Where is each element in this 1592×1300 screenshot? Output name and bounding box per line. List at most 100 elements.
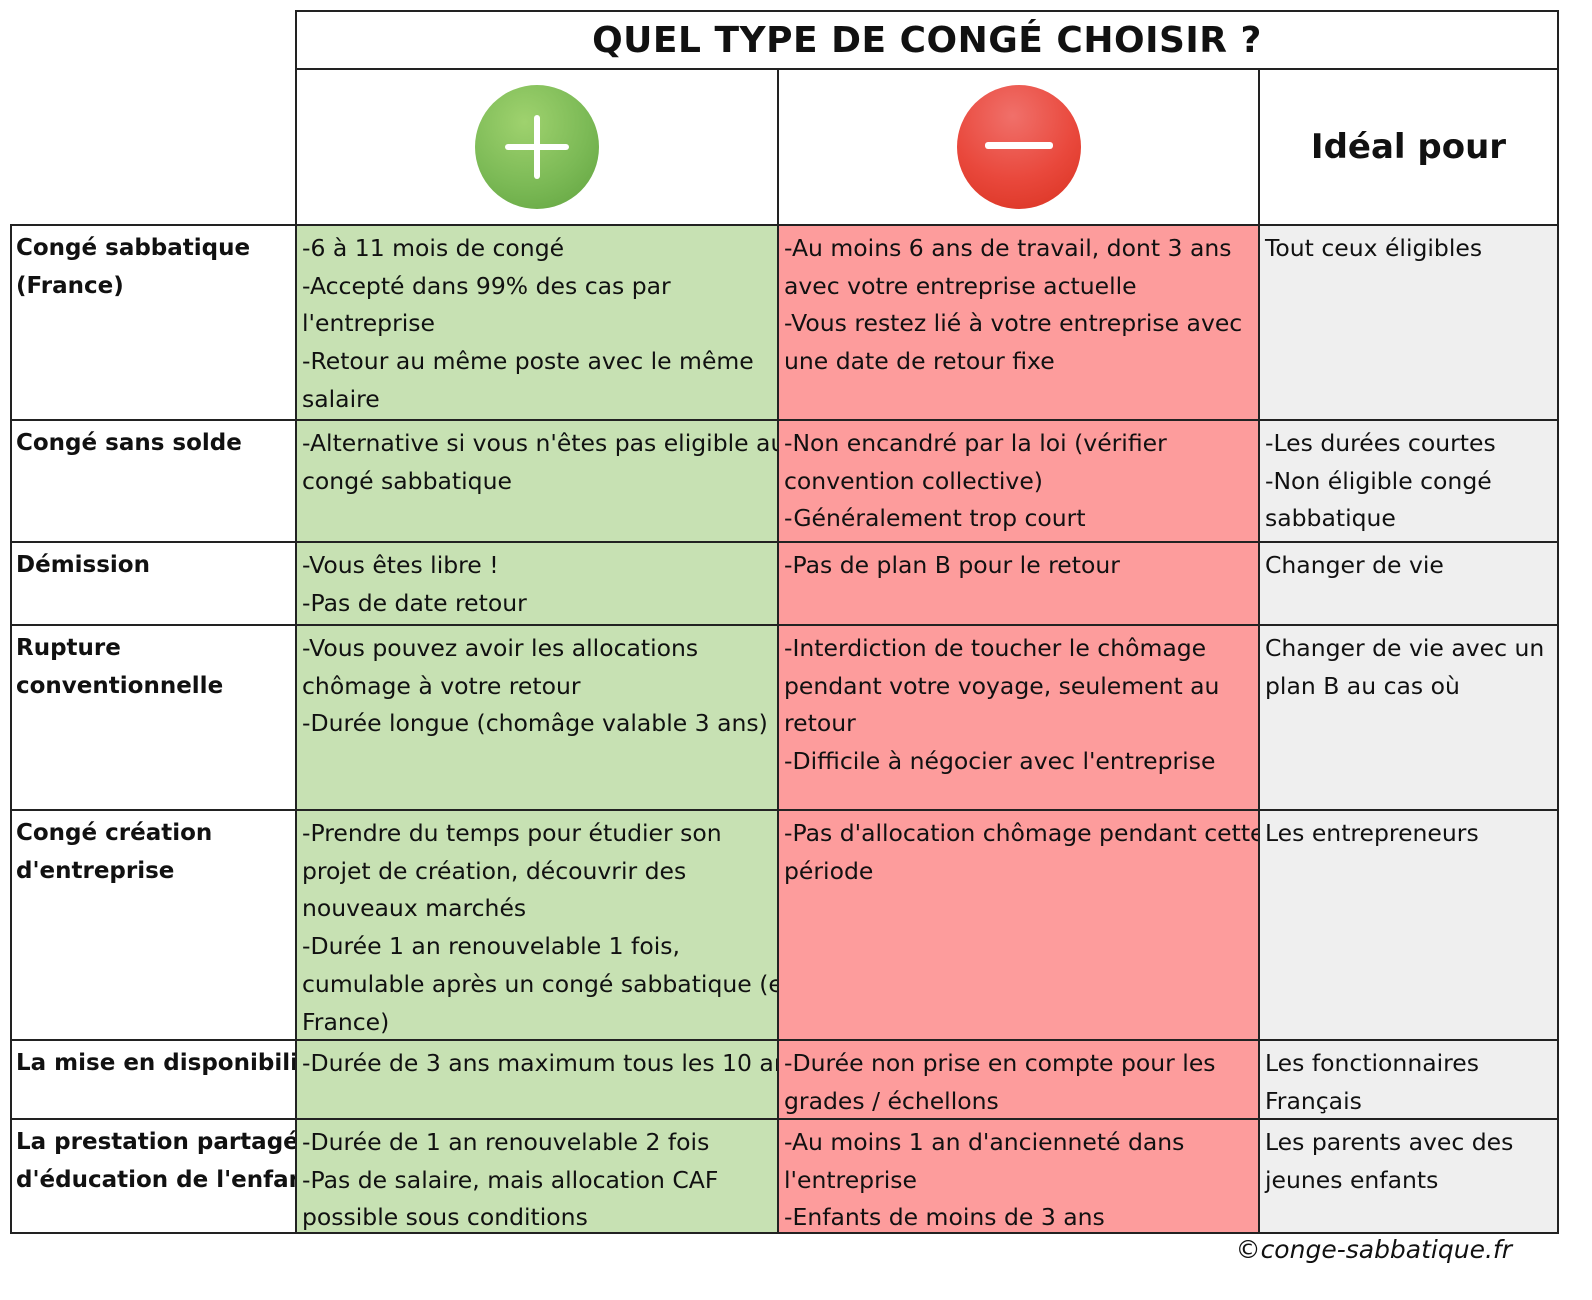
pros-cell: -Vous pouvez avoir les allocations chômag… (295, 624, 779, 811)
text-line: -Vous restez lié à votre entreprise avec (784, 309, 1243, 338)
label-cell: Congé création d'entreprise (10, 809, 297, 1041)
text-line: d'éducation de l'enfant (16, 1166, 297, 1193)
text-line: -Retour au même poste avec le même (302, 347, 754, 376)
text-line: Congé sabbatique (16, 235, 251, 261)
minus-circle-icon (956, 85, 1081, 209)
cons-text: -Pas de plan B pour le retour (779, 543, 1258, 585)
label-text: Congé sans solde (12, 421, 295, 463)
text-line: Changer de vie (1265, 551, 1444, 579)
ideal-cell: -Les durées courtes -Non éligible congé sa… (1258, 419, 1559, 543)
text-line: plan B au cas où (1265, 671, 1460, 700)
text-line: l'entreprise (784, 1165, 917, 1194)
pros-text: -6 à 11 mois de congé -Accepté dans 99% d… (297, 226, 777, 419)
text-line: salaire (302, 384, 380, 413)
text-line: -Prendre du temps pour étudier son (302, 819, 722, 847)
text-line: possible sous conditions (302, 1203, 588, 1232)
text-line: Tout ceux éligibles (1265, 234, 1483, 262)
pros-cell: -Alternative si vous n'êtes pas eligible… (295, 419, 779, 543)
text-line: Congé sans solde (16, 430, 242, 456)
ideal-cell: Changer de vie (1258, 541, 1559, 626)
ideal-cell: Tout ceux éligibles (1258, 224, 1559, 421)
ideal-cell: Les parents avec des jeunes enfants (1258, 1118, 1559, 1234)
text-line: -Interdiction de toucher le chômage (784, 634, 1207, 662)
text-line: -Pas de date retour (302, 588, 527, 617)
pros-text: -Durée de 1 an renouvelable 2 fois -Pas d… (297, 1120, 777, 1232)
text-line: La prestation partagée (16, 1129, 297, 1155)
pros-cell: -Durée de 3 ans maximum tous les 10 ans (295, 1039, 779, 1120)
text-line: -Non encandré par la loi (vérifier (784, 429, 1167, 457)
text-line: (France) (16, 272, 124, 299)
label-cell: Congé sabbatique (France) (10, 224, 297, 421)
pros-cell: -Durée de 1 an renouvelable 2 fois -Pas d… (295, 1118, 779, 1234)
text-line: -Durée de 3 ans maximum tous les 10 ans (302, 1049, 779, 1077)
text-line: cumulable après un congé sabbatique (en (302, 969, 779, 998)
text-line: -Vous pouvez avoir les allocations (302, 634, 699, 662)
ideal-cell: Changer de vie avec un plan B au cas où (1258, 624, 1559, 811)
cons-cell: -Pas de plan B pour le retour (777, 541, 1260, 626)
ideal-text: Tout ceux éligibles (1260, 226, 1557, 268)
label-text: Rupture conventionnelle (12, 626, 295, 705)
text-line: projet de création, découvrir des (302, 856, 687, 885)
ideal-header: Idéal pour (1258, 68, 1559, 226)
cons-header (777, 68, 1260, 226)
cons-text: -Non encandré par la loi (vérifier conven… (779, 421, 1258, 538)
cons-cell: -Durée non prise en compte pour les grade… (777, 1039, 1260, 1120)
pros-text: -Vous êtes libre ! -Pas de date retour (297, 543, 777, 622)
pros-text: -Prendre du temps pour étudier son projet… (297, 811, 779, 1039)
text-line: -Vous êtes libre ! (302, 551, 499, 579)
pros-cell: -6 à 11 mois de congé -Accepté dans 99% d… (295, 224, 779, 421)
text-line: l'entreprise (302, 309, 435, 338)
text-line: grades / échellons (784, 1086, 999, 1115)
cons-text: -Au moins 6 ans de travail, dont 3 ans av… (779, 226, 1258, 381)
text-line: chômage à votre retour (302, 671, 581, 700)
text-line: conventionnelle (16, 672, 224, 699)
text-line: -Pas d'allocation chômage pendant cette (784, 819, 1260, 847)
text-line: -Non éligible congé (1265, 466, 1492, 495)
pros-cell: -Prendre du temps pour étudier son projet… (295, 809, 779, 1041)
pros-text: -Vous pouvez avoir les allocations chômag… (297, 626, 777, 743)
label-text: Démission (12, 543, 295, 585)
text-line: nouveaux marchés (302, 894, 527, 923)
text-line: pendant votre voyage, seulement au (784, 671, 1220, 700)
ideal-text: Changer de vie avec un plan B au cas où (1260, 626, 1557, 705)
text-line: -Enfants de moins de 3 ans (784, 1203, 1105, 1232)
text-line: -Durée non prise en compte pour les (784, 1049, 1216, 1077)
text-line: retour (784, 709, 856, 738)
text-line: France) (302, 1007, 390, 1036)
text-line: -Pas de salaire, mais allocation CAF (302, 1165, 719, 1194)
text-line: convention collective) (784, 466, 1043, 495)
text-line: Les parents avec des (1265, 1128, 1514, 1156)
text-line: -Alternative si vous n'êtes pas eligible… (302, 429, 779, 457)
ideal-text: Les parents avec des jeunes enfants (1260, 1120, 1557, 1199)
label-text: La mise en disponibilité (12, 1041, 295, 1083)
table-title-cell: QUEL TYPE DE CONGÉ CHOISIR ? (295, 10, 1559, 70)
label-text: La prestation partagée d'éducation de l'e… (12, 1120, 295, 1199)
text-line: période (784, 856, 874, 885)
pros-text: -Alternative si vous n'êtes pas eligible… (297, 421, 777, 500)
text-line: -Durée 1 an renouvelable 1 fois, (302, 932, 680, 961)
cons-cell: -Interdiction de toucher le chômage penda… (777, 624, 1260, 811)
text-line: congé sabbatique (302, 466, 512, 495)
text-line: sabbatique (1265, 504, 1396, 533)
text-line: une date de retour fixe (784, 347, 1055, 376)
text-line: -Durée longue (chomâge valable 3 ans) (302, 709, 768, 738)
plus-circle-icon (475, 85, 599, 209)
ideal-text: Changer de vie (1260, 543, 1557, 585)
ideal-cell: Les fonctionnaires Français (1258, 1039, 1559, 1120)
label-cell: La prestation partagée d'éducation de l'e… (10, 1118, 297, 1234)
text-line: -Durée de 1 an renouvelable 2 fois (302, 1128, 710, 1156)
ideal-text: Les entrepreneurs (1260, 811, 1557, 853)
cons-text: -Durée non prise en compte pour les grade… (779, 1041, 1258, 1118)
text-line: Les fonctionnaires (1265, 1049, 1480, 1077)
pros-header (295, 68, 779, 226)
text-line: -Pas de plan B pour le retour (784, 551, 1120, 579)
label-text: Congé création d'entreprise (12, 811, 295, 890)
text-line: -6 à 11 mois de congé (302, 234, 565, 262)
cons-cell: -Pas d'allocation chômage pendant cette p… (777, 809, 1260, 1041)
label-cell: Démission (10, 541, 297, 626)
ideal-text: -Les durées courtes -Non éligible congé sa… (1260, 421, 1557, 538)
text-line: Français (1265, 1086, 1362, 1115)
cons-cell: -Au moins 1 an d'ancienneté dans l'entrep… (777, 1118, 1260, 1234)
text-line: avec votre entreprise actuelle (784, 271, 1137, 300)
text-line: -Les durées courtes (1265, 429, 1496, 457)
